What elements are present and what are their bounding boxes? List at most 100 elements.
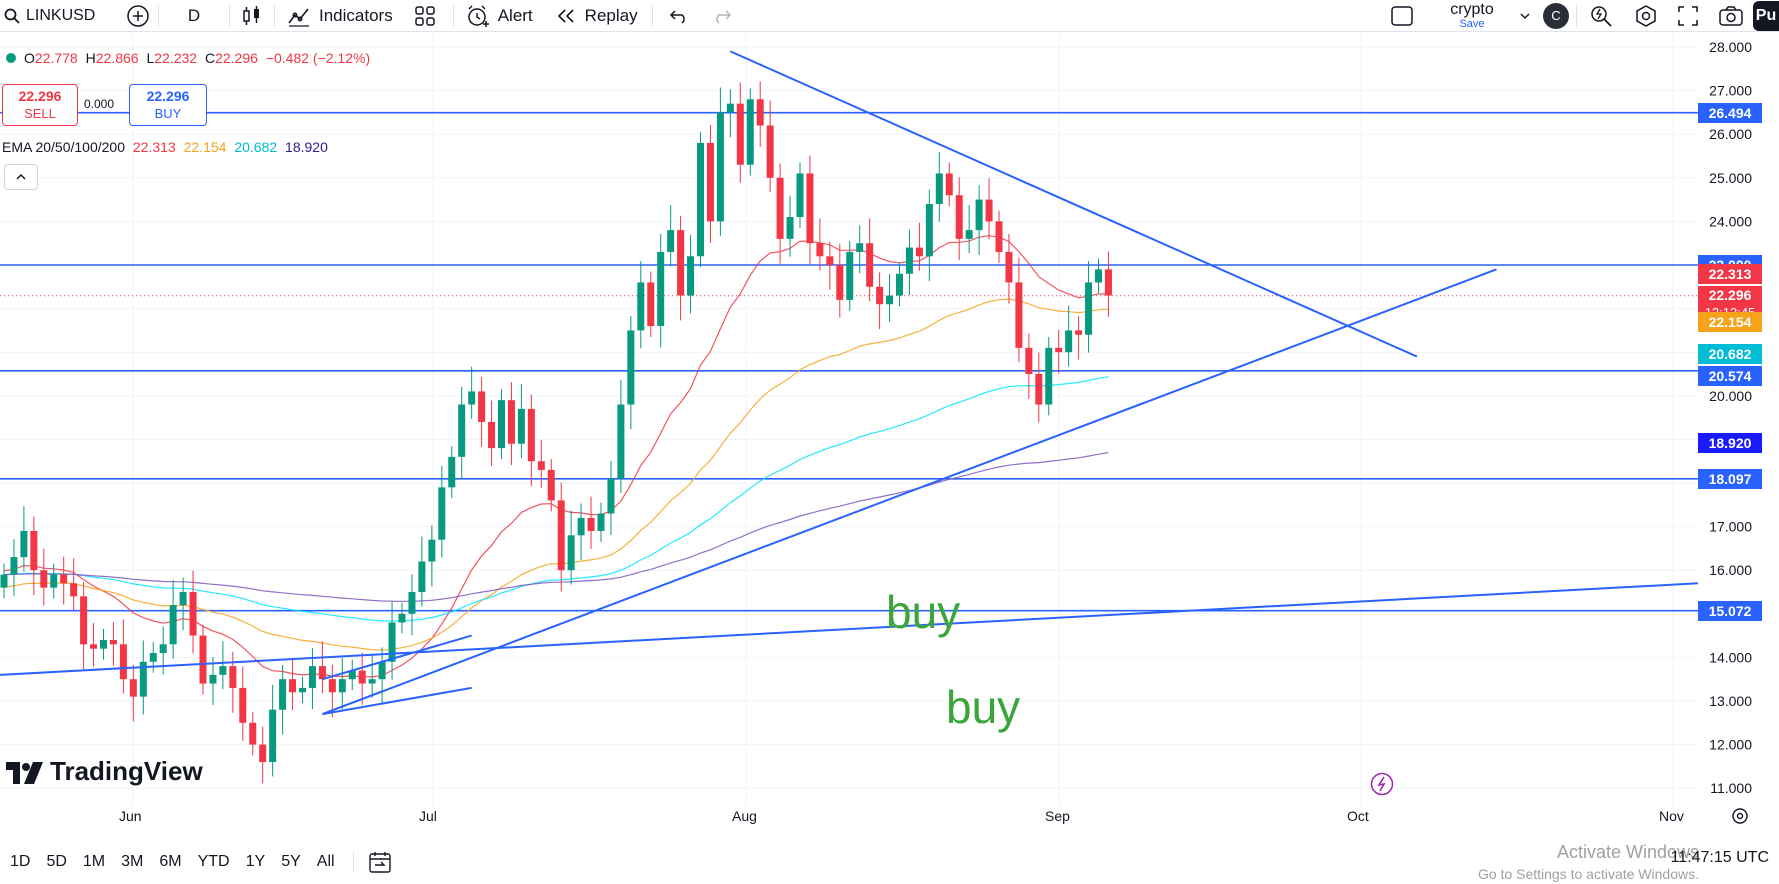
- range-button[interactable]: All: [316, 853, 335, 870]
- time-axis[interactable]: Jun Jul Aug Sep Oct Nov: [0, 806, 1779, 828]
- price-axis-tick: 14.000: [1709, 649, 1752, 665]
- sell-button[interactable]: 22.296 SELL: [2, 84, 78, 126]
- candle-body: [796, 173, 804, 218]
- goto-date-button[interactable]: [368, 850, 392, 874]
- candle-body: [627, 330, 635, 405]
- price-axis-tick: 12.000: [1709, 737, 1752, 753]
- redo-button[interactable]: [703, 0, 743, 32]
- toolbar-divider: [1576, 4, 1577, 27]
- buy-annotation-lower[interactable]: buy: [946, 681, 1021, 733]
- quick-search-button[interactable]: [1577, 0, 1625, 32]
- low-value: 22.232: [154, 50, 198, 66]
- candle-body: [537, 461, 545, 470]
- open-label: O: [24, 50, 35, 66]
- candle-body: [398, 613, 406, 623]
- trendlines: [0, 50, 1699, 716]
- range-button[interactable]: 1D: [10, 853, 31, 870]
- buy-label: BUY: [154, 106, 182, 121]
- tradingview-logo[interactable]: TradingView: [6, 756, 203, 787]
- candle-body: [746, 99, 754, 165]
- candle-body: [169, 605, 177, 645]
- bottom-toolbar: 1D 5D 1M 3M 6M YTD 1Y 5Y All: [0, 840, 1779, 884]
- candle-body: [338, 679, 346, 693]
- price-tag: 22.313: [1698, 263, 1762, 284]
- price-tag: 18.920: [1698, 432, 1762, 453]
- candle-body: [418, 561, 426, 592]
- candle-body: [109, 639, 117, 645]
- buy-button[interactable]: 22.296 BUY: [129, 84, 207, 126]
- range-button[interactable]: 1M: [82, 853, 106, 870]
- alert-label: Alert: [497, 5, 533, 25]
- candle-body: [358, 670, 366, 684]
- settings-button[interactable]: [1625, 0, 1667, 32]
- event-flash-icon[interactable]: [1370, 772, 1394, 796]
- sell-price: 22.296: [18, 88, 62, 104]
- activate-windows-subtitle: Go to Settings to activate Windows.: [1478, 866, 1699, 882]
- candle-body: [269, 709, 277, 763]
- publish-button[interactable]: Pu: [1753, 0, 1779, 31]
- price-tag: 15.072: [1698, 600, 1762, 621]
- price-chart[interactable]: 28.00027.00026.00025.00024.00021.00020.0…: [0, 34, 1779, 840]
- undo-icon: [667, 6, 689, 26]
- time-axis-label: Oct: [1347, 808, 1369, 824]
- square-icon: [1390, 5, 1414, 27]
- candle-body: [1065, 330, 1073, 353]
- replay-button[interactable]: Replay: [543, 0, 652, 32]
- ema-label: EMA 20/50/100/200: [2, 139, 125, 155]
- date-range-buttons: 1D 5D 1M 3M 6M YTD 1Y 5Y All: [0, 853, 341, 871]
- buy-price: 22.296: [146, 88, 190, 104]
- chart-type-button[interactable]: [230, 0, 274, 32]
- ema-legend[interactable]: EMA 20/50/100/200 22.313 22.154 20.682 1…: [2, 139, 328, 155]
- toolbar-divider: [352, 851, 354, 873]
- ema-50-line: [3, 298, 1109, 651]
- snapshot-button[interactable]: [1709, 0, 1753, 32]
- candle-body: [438, 487, 446, 540]
- candle-body: [697, 142, 704, 257]
- time-axis-settings-button[interactable]: [1730, 806, 1750, 826]
- ema200-value: 18.920: [285, 139, 328, 155]
- candle-body: [985, 199, 993, 222]
- range-button[interactable]: 1Y: [245, 853, 266, 870]
- candle-body: [507, 400, 515, 444]
- utc-clock[interactable]: 11:47:15 UTC: [1670, 849, 1769, 866]
- fullscreen-button[interactable]: [1667, 0, 1709, 32]
- collapse-legend-button[interactable]: [4, 164, 38, 190]
- interval-button[interactable]: D: [159, 0, 229, 32]
- candle-body: [40, 570, 48, 588]
- tv-logo-icon: [6, 756, 44, 787]
- candle-body: [249, 722, 257, 745]
- toolbar-divider: [452, 4, 454, 27]
- candle-body: [1095, 269, 1102, 283]
- undo-button[interactable]: [653, 0, 703, 32]
- trendline: [322, 686, 472, 716]
- symbol-search[interactable]: LINKUSD: [0, 0, 118, 32]
- avatar: C: [1543, 2, 1569, 29]
- layout-menu-button[interactable]: [1514, 0, 1536, 32]
- candle-body: [776, 177, 784, 239]
- alert-button[interactable]: Alert: [454, 0, 543, 32]
- toolbar-divider: [229, 4, 230, 27]
- user-avatar[interactable]: C: [1536, 0, 1576, 32]
- buy-annotation-upper[interactable]: buy: [886, 586, 961, 638]
- time-axis-label: Sep: [1045, 808, 1070, 824]
- candle-body: [836, 265, 844, 300]
- candle-body: [1104, 269, 1112, 296]
- layout-toggle-button[interactable]: [1380, 0, 1424, 32]
- range-button[interactable]: 6M: [159, 853, 182, 870]
- candle-body: [100, 639, 107, 649]
- candle-body: [1005, 251, 1013, 283]
- range-button[interactable]: 5D: [46, 853, 67, 870]
- candle-body: [726, 103, 734, 113]
- layout-name-button[interactable]: crypto Save: [1424, 0, 1514, 32]
- candle-body: [328, 679, 336, 693]
- range-button[interactable]: YTD: [197, 853, 230, 870]
- range-button[interactable]: 5Y: [281, 853, 301, 870]
- templates-button[interactable]: [405, 0, 445, 32]
- high-value: 22.866: [95, 50, 139, 66]
- indicators-button[interactable]: Indicators: [275, 0, 405, 32]
- candle-body: [308, 666, 316, 688]
- candle-body: [557, 500, 565, 571]
- compare-symbol-button[interactable]: [118, 0, 158, 32]
- range-button[interactable]: 3M: [121, 853, 144, 870]
- redo-icon: [712, 6, 734, 26]
